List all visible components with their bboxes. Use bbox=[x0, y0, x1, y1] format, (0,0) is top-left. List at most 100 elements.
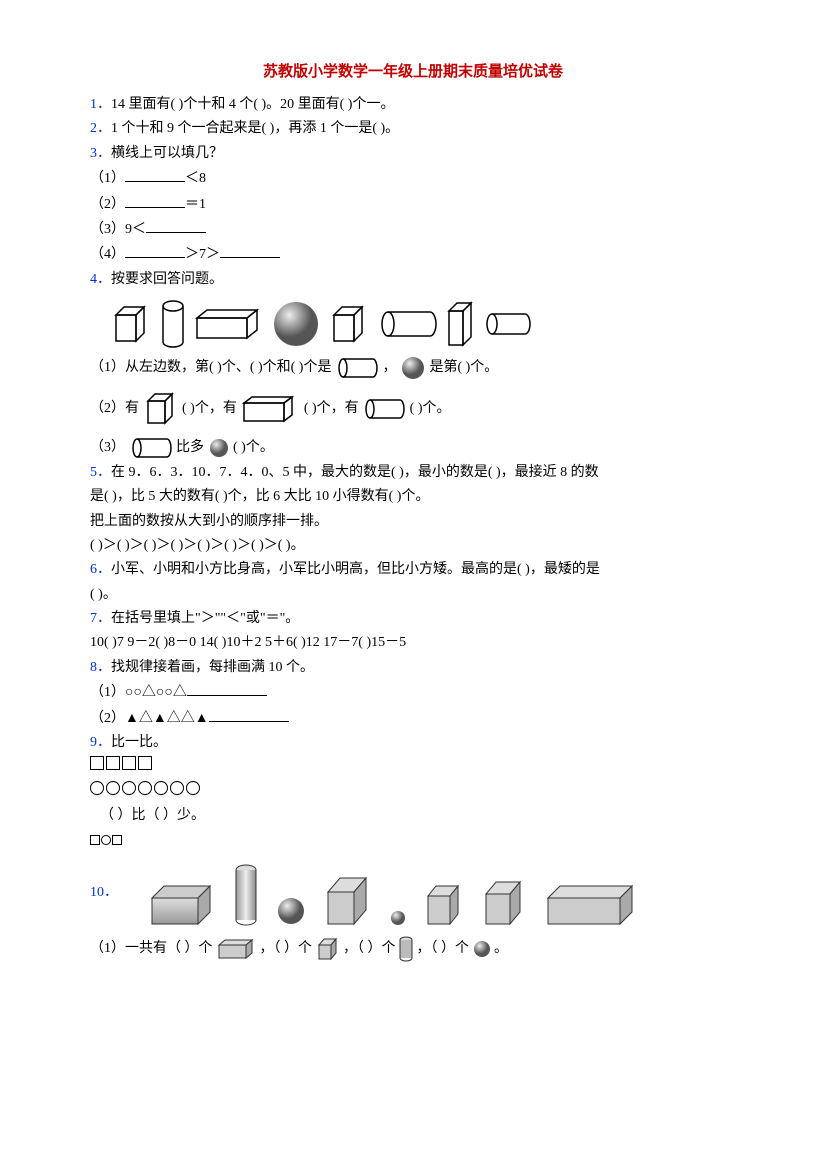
q2: 2．1 个十和 9 个一合起来是( )，再添 1 个一是( )。 bbox=[90, 118, 736, 140]
q10: 10． bbox=[90, 854, 736, 932]
cube-icon bbox=[143, 391, 179, 427]
q10-s1-e: 。 bbox=[494, 941, 508, 956]
q9: 9．比一比。 bbox=[90, 732, 736, 754]
q1-num: 1． bbox=[90, 97, 111, 112]
q10-s1-d: ，（ ）个 bbox=[417, 941, 470, 956]
q10-s1-a: （1）一共有（ ）个 bbox=[90, 941, 213, 956]
q4-s2-d: ( )个。 bbox=[410, 401, 451, 416]
q7-l2: 10( )7 9－2( )8－0 14( )10＋2 5＋6( )12 17－7… bbox=[90, 632, 736, 654]
sphere-shaded-icon bbox=[390, 910, 406, 926]
cylinder-icon bbox=[160, 300, 186, 348]
q3-s1-tail: ＜8 bbox=[185, 171, 206, 186]
cylinder-lying-icon bbox=[362, 398, 406, 420]
q3-s2-tail: ＝1 bbox=[185, 197, 206, 212]
q3-s4-a: （4） bbox=[90, 247, 125, 262]
q4-s2-b: ( )个，有 bbox=[182, 401, 237, 416]
cuboid-vertical-icon bbox=[445, 301, 475, 347]
q4-text: 按要求回答问题。 bbox=[111, 272, 223, 287]
q6-l1: 6．小军、小明和小方比身高，小军比小明高，但比小方矮。最高的是( )，最矮的是 bbox=[90, 559, 736, 581]
q4-s3-b: 比多 bbox=[176, 440, 204, 455]
q8: 8．找规律接着画，每排画满 10 个。 bbox=[90, 657, 736, 679]
cylinder-shaded-icon bbox=[399, 936, 413, 962]
square-icon bbox=[112, 835, 122, 845]
q2-num: 2． bbox=[90, 121, 111, 136]
q4-s1-b: ， bbox=[382, 360, 396, 375]
square-icon bbox=[90, 756, 104, 770]
blank bbox=[209, 707, 289, 722]
cuboid-shaded-icon bbox=[216, 938, 256, 960]
sphere-shaded-icon bbox=[473, 940, 491, 958]
sphere-icon bbox=[400, 355, 426, 381]
cube-shaded-icon bbox=[324, 876, 372, 926]
square-icon bbox=[138, 756, 152, 770]
q8-text: 找规律接着画，每排画满 10 个。 bbox=[111, 660, 314, 675]
q10-shapes-row bbox=[148, 864, 640, 926]
q4-num: 4． bbox=[90, 272, 111, 287]
q10-s1-b: ，（ ）个 bbox=[260, 941, 313, 956]
q1: 1．14 里面有( )个十和 4 个( )。20 里面有( )个一。 bbox=[90, 94, 736, 116]
q3: 3．横线上可以填几？ bbox=[90, 143, 736, 165]
square-icon bbox=[106, 756, 120, 770]
blank bbox=[146, 218, 206, 233]
q9-comp: （ ）比（ ）少。 bbox=[100, 805, 736, 827]
q4-shapes-row bbox=[110, 299, 736, 349]
q9-squares bbox=[90, 756, 736, 778]
q8-s2-text: （2）▲△▲△△▲ bbox=[90, 711, 209, 726]
q6-l1-text: 小军、小明和小方比身高，小军比小明高，但比小方矮。最高的是( )，最矮的是 bbox=[111, 562, 600, 577]
q5-l3: 把上面的数按从大到小的顺序排一排。 bbox=[90, 511, 736, 533]
q4: 4．按要求回答问题。 bbox=[90, 269, 736, 291]
q6-num: 6． bbox=[90, 562, 111, 577]
q4-s1-a: （1）从左边数，第( )个、( )个和( )个是 bbox=[90, 360, 331, 375]
q5-l1-text: 在 9．6．3．10．7．4．0、5 中，最大的数是( )，最小的数是( )，最… bbox=[111, 465, 599, 480]
cube-shaded-icon bbox=[424, 884, 464, 926]
q3-s1: （1） ＜8 bbox=[90, 167, 736, 190]
q3-s3: （3）9＜ bbox=[90, 218, 736, 241]
q5-l4: ( )＞( )＞( )＞( )＞( )＞( )＞( )＞( )。 bbox=[90, 535, 736, 557]
blank bbox=[220, 243, 280, 258]
cuboid-shaded-icon bbox=[544, 884, 640, 926]
circle-icon bbox=[186, 781, 200, 795]
q4-s2-a: （2）有 bbox=[90, 401, 139, 416]
q3-s4-mid: ＞7＞ bbox=[185, 247, 220, 262]
q3-num: 3． bbox=[90, 146, 111, 161]
q1-text: 14 里面有( )个十和 4 个( )。20 里面有( )个一。 bbox=[111, 97, 394, 112]
blank bbox=[125, 193, 185, 208]
cylinder-lying-icon bbox=[483, 311, 533, 337]
q7-l1: 7．在括号里填上"＞""＜"或"＝"。 bbox=[90, 608, 736, 630]
q4-s3-c: ( )个。 bbox=[233, 440, 274, 455]
q4-s1: （1）从左边数，第( )个、( )个和( )个是 ， 是第( )个。 bbox=[90, 355, 736, 381]
cube-shaded-icon bbox=[482, 880, 526, 926]
q2-text: 1 个十和 9 个一合起来是( )，再添 1 个一是( )。 bbox=[111, 121, 399, 136]
sphere-shaded-icon bbox=[276, 896, 306, 926]
q4-s3-a: （3） bbox=[90, 440, 125, 455]
page-title: 苏教版小学数学一年级上册期末质量培优试卷 bbox=[90, 60, 736, 84]
q3-s2-label: （2） bbox=[90, 197, 125, 212]
circle-icon bbox=[122, 781, 136, 795]
q3-s3-label: （3）9＜ bbox=[90, 222, 146, 237]
q7-l1-text: 在括号里填上"＞""＜"或"＝"。 bbox=[111, 611, 299, 626]
q3-s1-label: （1） bbox=[90, 171, 125, 186]
q3-s4: （4） ＞7＞ bbox=[90, 243, 736, 266]
q4-s2-c: ( )个，有 bbox=[304, 401, 359, 416]
blank bbox=[125, 167, 185, 182]
circle-icon bbox=[138, 781, 152, 795]
q9-small-row bbox=[90, 830, 736, 852]
q10-num: 10． bbox=[90, 882, 118, 904]
q4-s3: （3） 比多 ( )个。 bbox=[90, 437, 736, 460]
cube-icon bbox=[328, 303, 370, 345]
cylinder-lying-icon bbox=[335, 357, 379, 379]
sphere-icon bbox=[271, 299, 321, 349]
q10-s1-c: ，（ ）个 bbox=[343, 941, 396, 956]
q8-s2: （2）▲△▲△△▲ bbox=[90, 707, 736, 730]
circle-icon bbox=[90, 781, 104, 795]
q3-s2: （2） ＝1 bbox=[90, 193, 736, 216]
circle-icon bbox=[154, 781, 168, 795]
q4-s1-c: 是第( )个。 bbox=[429, 360, 498, 375]
q5-num: 5． bbox=[90, 465, 111, 480]
circle-icon bbox=[106, 781, 120, 795]
q4-s2: （2）有 ( )个，有 ( )个，有 ( )个。 bbox=[90, 391, 736, 427]
cube-shaded-icon bbox=[316, 937, 340, 961]
q9-circles bbox=[90, 781, 736, 803]
square-icon bbox=[122, 756, 136, 770]
q10-s1: （1）一共有（ ）个 ，（ ）个 ，（ ）个 ，（ ）个 。 bbox=[90, 936, 736, 962]
